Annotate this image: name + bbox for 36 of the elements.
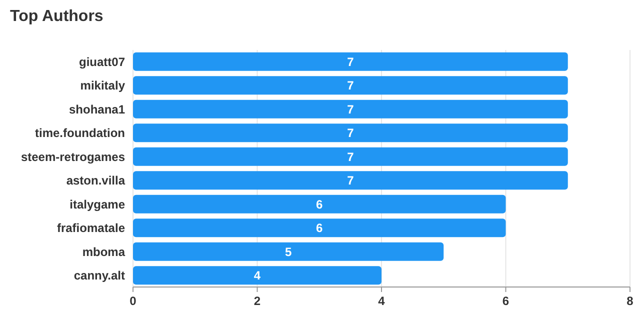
y-tick-label: shohana1 (68, 102, 126, 116)
data-label: 7 (347, 126, 354, 140)
y-tick-label: giuatt07 (78, 54, 126, 69)
bar (133, 266, 382, 285)
bar (133, 100, 568, 118)
bar (133, 218, 506, 238)
chart-title: Top Authors (10, 8, 104, 25)
bar (133, 52, 568, 71)
y-tick-label: time.foundation (35, 126, 125, 140)
data-label: 7 (347, 54, 354, 69)
data-label: 6 (316, 221, 324, 236)
y-tick-label: mboma (82, 244, 126, 259)
bar (133, 124, 568, 142)
bar (133, 194, 506, 214)
bar (133, 147, 568, 166)
x-tick-label: 8 (626, 294, 634, 308)
y-tick-label: steem-retrogames (20, 150, 126, 164)
bar (133, 171, 568, 190)
y-tick-label: canny.alt (74, 268, 125, 283)
data-label: 4 (254, 268, 261, 283)
data-label: 7 (347, 78, 354, 93)
bar (133, 242, 444, 261)
bar (133, 76, 568, 95)
x-tick-label: 0 (130, 294, 137, 308)
x-tick-label: 2 (254, 294, 261, 308)
data-label: 6 (316, 197, 324, 212)
data-label: 5 (284, 244, 292, 259)
data-label: 7 (347, 150, 354, 164)
x-tick-label: 6 (502, 294, 510, 308)
y-tick-label: mikitaly (80, 78, 126, 93)
y-tick-label: aston.villa (66, 174, 126, 188)
x-tick-label: 4 (378, 294, 386, 308)
data-label: 7 (347, 174, 354, 188)
y-tick-label: frafiomatale (56, 221, 126, 236)
data-label: 7 (347, 102, 354, 116)
y-tick-label: italygame (70, 197, 126, 212)
